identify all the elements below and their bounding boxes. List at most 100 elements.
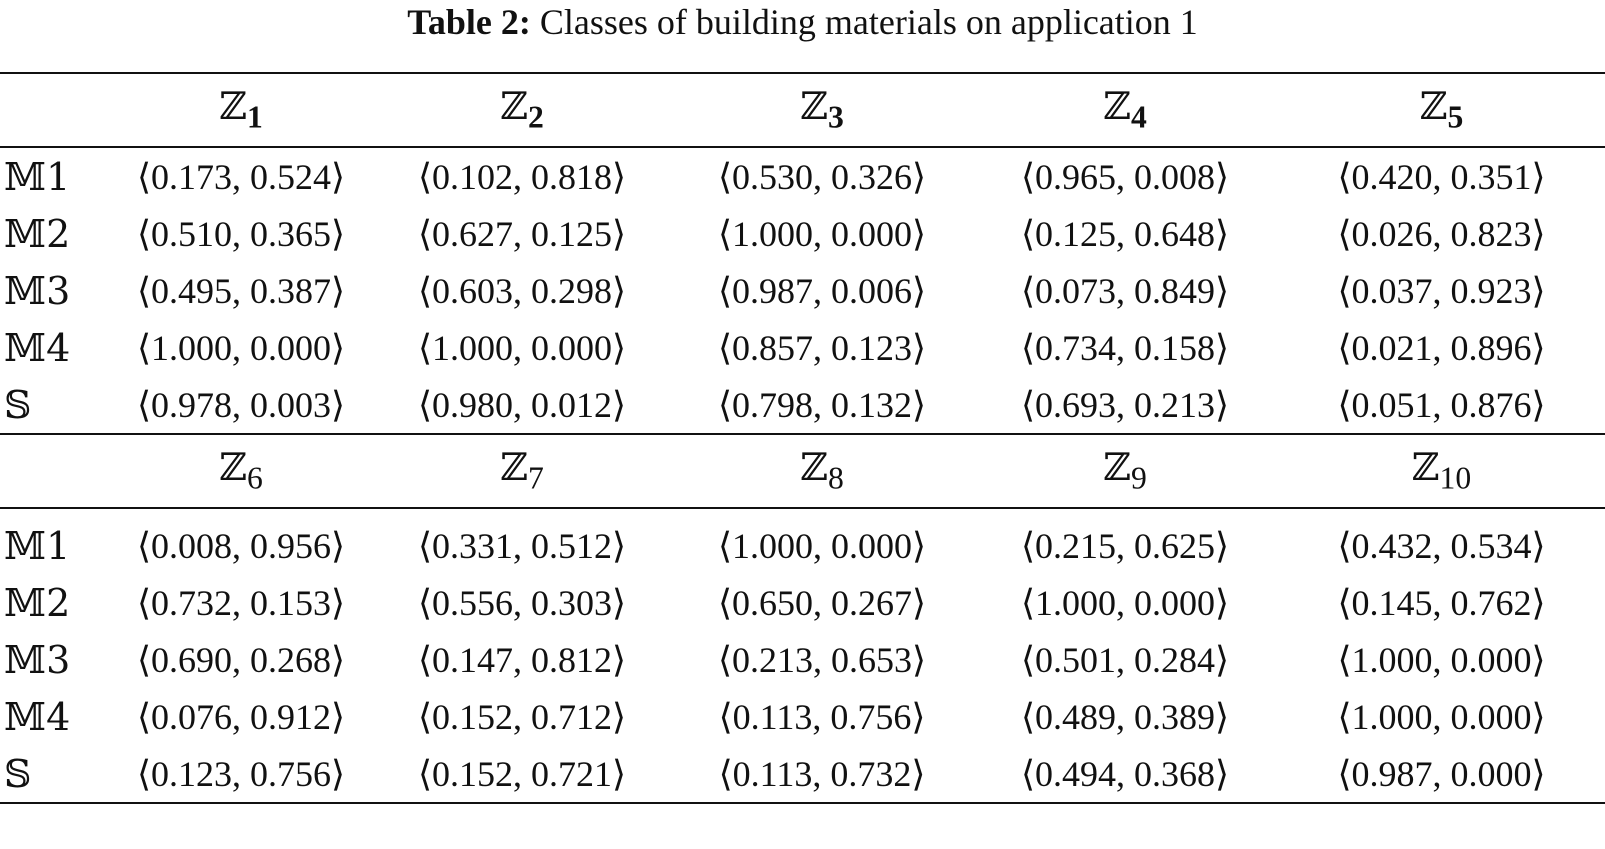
table-cell: ⟨0.331, 0.512⟩ [417, 525, 627, 566]
table-cell: ⟨1.000, 0.000⟩ [1337, 639, 1546, 680]
header-symbol: ℤ [219, 84, 247, 129]
row-label: 𝕄4 [4, 694, 71, 739]
table-cell: ⟨0.213, 0.653⟩ [717, 639, 927, 680]
table-cell: ⟨0.215, 0.625⟩ [1020, 525, 1230, 566]
table-cell: ⟨0.603, 0.298⟩ [417, 270, 627, 311]
table-cell: ⟨0.495, 0.387⟩ [136, 270, 346, 311]
table-cell: ⟨0.501, 0.284⟩ [1020, 639, 1230, 680]
table-cell: ⟨0.113, 0.732⟩ [672, 745, 972, 804]
table-cell: ⟨0.021, 0.896⟩ [1337, 327, 1546, 368]
column-header: ℤ10 [1278, 434, 1605, 509]
header-symbol: ℤ [1103, 84, 1131, 129]
table-cell: ⟨0.530, 0.326⟩ [717, 156, 927, 197]
row-label: 𝕊 [0, 376, 110, 435]
table-cell: ⟨0.113, 0.756⟩ [718, 696, 926, 737]
header-subscript: 3 [827, 99, 844, 135]
table-cell: ⟨0.125, 0.648⟩ [1020, 213, 1230, 254]
header-subscript: 2 [527, 99, 544, 135]
corner-cell [0, 434, 110, 509]
table-cell: ⟨0.980, 0.012⟩ [372, 376, 672, 435]
header-symbol: ℤ [1103, 445, 1131, 490]
header-symbol: ℤ [800, 445, 828, 490]
table-row: 𝕄3 ⟨0.690, 0.268⟩ ⟨0.147, 0.812⟩ ⟨0.213,… [0, 631, 1605, 688]
column-header: ℤ1 [110, 72, 372, 148]
table-row: 𝕊 ⟨0.978, 0.003⟩ ⟨0.980, 0.012⟩ ⟨0.798, … [0, 376, 1605, 435]
column-header: ℤ2 [372, 72, 672, 148]
table-cell: ⟨0.008, 0.956⟩ [136, 525, 346, 566]
table-cell: ⟨0.123, 0.756⟩ [110, 745, 372, 804]
table-cell: ⟨0.051, 0.876⟩ [1278, 376, 1605, 435]
table-cell: ⟨0.650, 0.267⟩ [717, 582, 927, 623]
top-header-row: ℤ1 ℤ2 ℤ3 ℤ4 ℤ5 [0, 72, 1605, 148]
row-label: 𝕄2 [4, 580, 71, 625]
table-cell: ⟨0.026, 0.823⟩ [1337, 213, 1546, 254]
caption-text: Classes of building materials on applica… [539, 2, 1198, 42]
table-caption: Table 2: Classes of building materials o… [0, 0, 1605, 48]
header-symbol: ℤ [1419, 84, 1448, 129]
table-cell: ⟨1.000, 0.000⟩ [717, 525, 927, 566]
column-header: ℤ6 [110, 434, 372, 509]
column-header: ℤ4 [972, 72, 1278, 148]
header-subscript: 5 [1447, 99, 1464, 135]
table-row: 𝕄2 ⟨0.510, 0.365⟩ ⟨0.627, 0.125⟩ ⟨1.000,… [0, 205, 1605, 262]
table-cell: ⟨0.037, 0.923⟩ [1337, 270, 1546, 311]
table-row: 𝕊 ⟨0.123, 0.756⟩ ⟨0.152, 0.721⟩ ⟨0.113, … [0, 745, 1605, 804]
table-cell: ⟨0.102, 0.818⟩ [417, 156, 627, 197]
column-header: ℤ8 [672, 434, 972, 509]
header-symbol: ℤ [219, 445, 247, 490]
table-cell: ⟨0.145, 0.762⟩ [1337, 582, 1546, 623]
table-cell: ⟨0.987, 0.006⟩ [717, 270, 927, 311]
data-table: ℤ1 ℤ2 ℤ3 ℤ4 ℤ5 𝕄1 ⟨0.173, 0.524⟩ ⟨0.102,… [0, 72, 1605, 804]
table-cell: ⟨0.690, 0.268⟩ [136, 639, 346, 680]
table-row: 𝕄2 ⟨0.732, 0.153⟩ ⟨0.556, 0.303⟩ ⟨0.650,… [0, 574, 1605, 631]
bottom-header-row: ℤ6 ℤ7 ℤ8 ℤ9 ℤ10 [0, 434, 1605, 509]
table-row: 𝕄4 ⟨1.000, 0.000⟩ ⟨1.000, 0.000⟩ ⟨0.857,… [0, 319, 1605, 376]
table-cell: ⟨0.073, 0.849⟩ [1020, 270, 1230, 311]
table-cell: ⟨0.489, 0.389⟩ [1020, 696, 1230, 737]
corner-cell [0, 72, 110, 148]
table-cell: ⟨1.000, 0.000⟩ [417, 327, 627, 368]
table-row: 𝕄3 ⟨0.495, 0.387⟩ ⟨0.603, 0.298⟩ ⟨0.987,… [0, 262, 1605, 319]
table-cell: ⟨0.798, 0.132⟩ [672, 376, 972, 435]
header-subscript: 7 [527, 460, 544, 496]
header-subscript: 6 [246, 460, 263, 496]
table-cell: ⟨0.965, 0.008⟩ [1020, 156, 1230, 197]
table-cell: ⟨0.076, 0.912⟩ [136, 696, 346, 737]
header-subscript: 4 [1130, 99, 1147, 135]
table-cell: ⟨1.000, 0.000⟩ [1020, 582, 1230, 623]
table-cell: ⟨0.978, 0.003⟩ [110, 376, 372, 435]
table-row: 𝕄1 ⟨0.008, 0.956⟩ ⟨0.331, 0.512⟩ ⟨1.000,… [0, 508, 1605, 574]
table-cell: ⟨0.693, 0.213⟩ [972, 376, 1278, 435]
data-table-container: ℤ1 ℤ2 ℤ3 ℤ4 ℤ5 𝕄1 ⟨0.173, 0.524⟩ ⟨0.102,… [0, 72, 1605, 804]
table-cell: ⟨0.734, 0.158⟩ [1020, 327, 1230, 368]
column-header: ℤ5 [1278, 72, 1605, 148]
table-row: 𝕄1 ⟨0.173, 0.524⟩ ⟨0.102, 0.818⟩ ⟨0.530,… [0, 147, 1605, 205]
row-label: 𝕄4 [4, 325, 71, 370]
table-row: 𝕄4 ⟨0.076, 0.912⟩ ⟨0.152, 0.712⟩ ⟨0.113,… [0, 688, 1605, 745]
header-subscript: 10 [1439, 460, 1472, 496]
row-label: 𝕄3 [4, 637, 71, 682]
row-label: 𝕊 [0, 745, 110, 804]
header-subscript: 1 [246, 99, 263, 135]
table-cell: ⟨0.494, 0.368⟩ [972, 745, 1278, 804]
column-header: ℤ7 [372, 434, 672, 509]
row-label: 𝕄2 [4, 211, 71, 256]
row-label: 𝕄1 [4, 154, 71, 199]
table-cell: ⟨0.420, 0.351⟩ [1337, 156, 1546, 197]
table-cell: ⟨0.152, 0.721⟩ [372, 745, 672, 804]
table-cell: ⟨0.732, 0.153⟩ [136, 582, 346, 623]
table-cell: ⟨0.152, 0.712⟩ [417, 696, 627, 737]
table-cell: ⟨0.147, 0.812⟩ [417, 639, 627, 680]
table-cell: ⟨0.987, 0.000⟩ [1278, 745, 1605, 804]
row-label: 𝕄3 [4, 268, 71, 313]
header-symbol: ℤ [800, 84, 828, 129]
table-cell: ⟨0.627, 0.125⟩ [417, 213, 627, 254]
caption-label: Table 2: [407, 2, 531, 42]
table-cell: ⟨1.000, 0.000⟩ [1337, 696, 1546, 737]
table-cell: ⟨1.000, 0.000⟩ [136, 327, 346, 368]
table-cell: ⟨1.000, 0.000⟩ [717, 213, 927, 254]
header-subscript: 9 [1130, 460, 1147, 496]
header-symbol: ℤ [1411, 445, 1440, 490]
header-symbol: ℤ [500, 84, 528, 129]
header-symbol: ℤ [500, 445, 528, 490]
